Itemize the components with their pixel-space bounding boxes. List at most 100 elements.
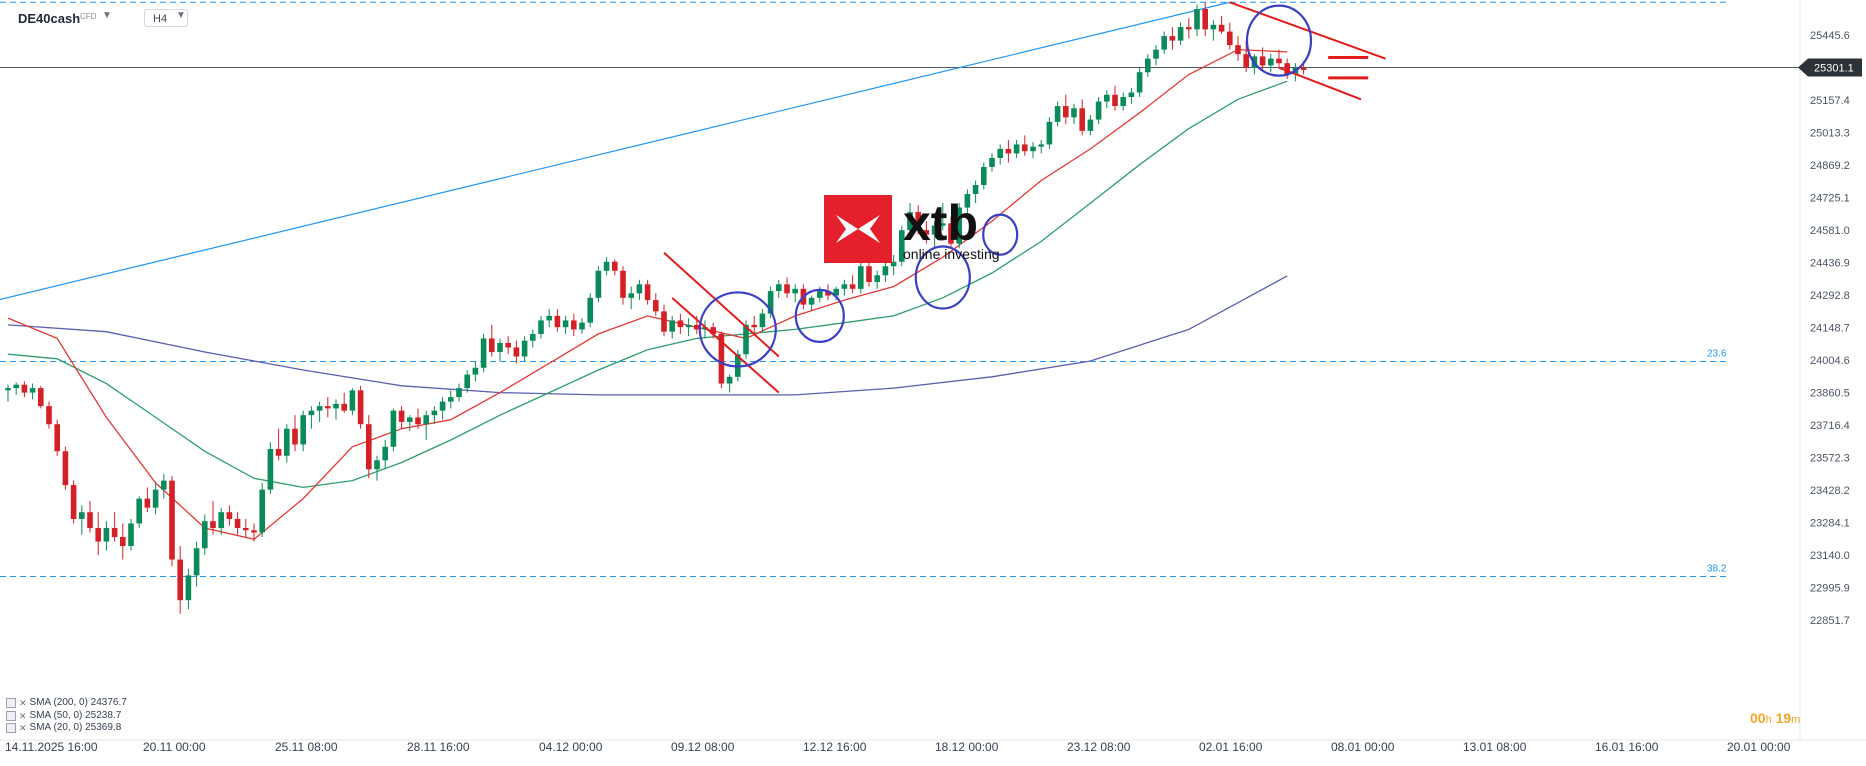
candle-body: [128, 523, 134, 546]
candle-body: [514, 347, 520, 356]
candle-body: [350, 390, 356, 410]
candle-body: [1170, 36, 1176, 41]
candle-body: [243, 528, 249, 530]
close-icon[interactable]: ✕: [19, 710, 27, 723]
y-tick-label: 24436.9: [1810, 257, 1850, 269]
candle-body: [997, 149, 1003, 158]
candle-body: [858, 266, 864, 289]
candle-body: [850, 284, 856, 289]
candle-body: [579, 323, 585, 330]
candle-body: [145, 499, 151, 508]
legend-item-sma200[interactable]: ✕ SMA (200, 0) 24376.7: [6, 697, 127, 710]
candle-body: [235, 519, 241, 528]
candle-body: [653, 300, 659, 311]
symbol-name[interactable]: DE40cash: [18, 11, 80, 26]
x-tick-label: 08.01 00:00: [1331, 740, 1395, 754]
legend-label: SMA (200, 0) 24376.7: [30, 697, 127, 710]
candle-body: [374, 460, 380, 469]
trendline-diagonal: [0, 2, 1230, 303]
legend-label: SMA (50, 0) 25238.7: [30, 710, 122, 723]
candle-body: [300, 415, 306, 444]
candle-body: [38, 388, 44, 406]
candle-body: [104, 528, 110, 542]
y-tick-label: 23428.2: [1810, 485, 1850, 497]
candle-body: [989, 158, 995, 167]
candle-body: [333, 404, 339, 409]
candle-body: [292, 429, 298, 445]
candle-body: [87, 512, 93, 528]
symbol-dropdown-icon[interactable]: ▼: [102, 10, 112, 21]
y-tick-label: 24292.8: [1810, 290, 1850, 302]
candle-body: [1120, 97, 1126, 106]
candle-body: [1014, 144, 1020, 153]
y-tick-label: 25013.3: [1810, 127, 1850, 139]
candle-body: [325, 406, 331, 408]
x-tick-label: 14.11.2025 16:00: [5, 740, 98, 754]
candle-body: [1006, 149, 1012, 154]
candle-body: [227, 512, 233, 519]
candle-body: [481, 338, 487, 367]
candle-body: [883, 266, 889, 275]
candle-body: [432, 411, 438, 416]
candle-body: [210, 521, 216, 528]
close-icon[interactable]: ✕: [19, 722, 27, 735]
candle-body: [317, 406, 323, 411]
y-tick-label: 24581.0: [1810, 225, 1850, 237]
candle-body: [1047, 122, 1053, 145]
close-icon[interactable]: ✕: [19, 697, 27, 710]
candle-body: [776, 284, 782, 291]
candle-body: [218, 512, 224, 528]
x-tick-label: 13.01 08:00: [1463, 740, 1527, 754]
logo-tagline: online investing: [903, 246, 1000, 262]
candle-body: [415, 417, 421, 424]
fib-level-label: 38.2: [1707, 563, 1727, 574]
candle-body: [169, 481, 175, 560]
timer-minutes-unit: m: [1791, 714, 1800, 726]
candle-body: [1071, 108, 1077, 117]
y-tick-label: 22851.7: [1810, 615, 1850, 627]
candle-body: [1063, 106, 1069, 117]
candle-body: [538, 320, 544, 334]
candle-body: [186, 575, 192, 600]
timer-hours-unit: h: [1766, 714, 1772, 726]
candle-body: [1104, 95, 1110, 102]
indicator-legend: ✕ SMA (200, 0) 24376.7 ✕ SMA (50, 0) 252…: [6, 697, 127, 735]
candle-body: [1301, 68, 1307, 70]
checkbox-icon[interactable]: [6, 698, 16, 708]
candle-body: [259, 490, 265, 533]
fib-level-label: 23.6: [1707, 348, 1727, 359]
checkbox-icon[interactable]: [6, 711, 16, 721]
x-tick-label: 23.12 08:00: [1067, 740, 1131, 754]
x-tick-label: 04.12 00:00: [539, 740, 603, 754]
candle-body: [448, 397, 454, 402]
candle-body: [792, 289, 798, 294]
candle-body: [120, 537, 126, 546]
timeframe-dropdown-icon[interactable]: ▼: [176, 10, 186, 21]
candle-body: [407, 417, 413, 422]
candle-body: [161, 481, 167, 490]
candle-body: [497, 343, 503, 352]
candle-body: [251, 530, 257, 532]
y-tick-label: 24725.1: [1810, 192, 1850, 204]
x-tick-label: 20.11 00:00: [143, 740, 206, 754]
candle-body: [268, 449, 274, 490]
candle-body: [809, 298, 815, 305]
candle-body: [563, 320, 569, 327]
logo-name: xtb: [903, 195, 978, 251]
symbol-type: CFD: [80, 12, 96, 21]
y-tick-label: 23572.3: [1810, 453, 1850, 465]
legend-item-sma50[interactable]: ✕ SMA (50, 0) 25238.7: [6, 710, 127, 723]
candle-body: [30, 388, 36, 393]
candle-body: [1096, 102, 1102, 120]
checkbox-icon[interactable]: [6, 723, 16, 733]
candle-body: [1055, 106, 1061, 122]
candle-body: [456, 388, 462, 397]
legend-item-sma20[interactable]: ✕ SMA (20, 0) 25369.8: [6, 722, 127, 735]
candle-body: [866, 266, 872, 282]
y-tick-label: 25445.6: [1810, 30, 1850, 42]
y-axis: 25445.625157.425013.324869.224725.124581…: [1810, 30, 1850, 627]
candle-body: [571, 320, 577, 329]
